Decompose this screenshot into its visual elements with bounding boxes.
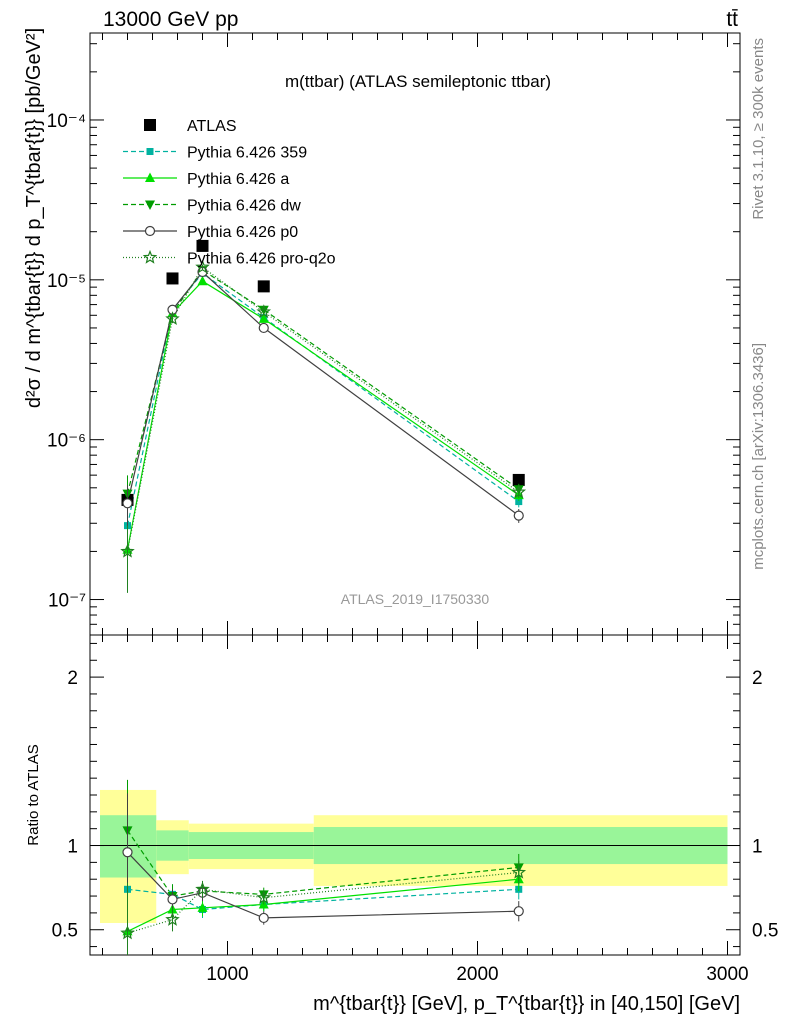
legend-label-pdw: Pythia 6.426 dw — [187, 198, 301, 215]
ratio-point-pq2o — [165, 911, 180, 926]
data-point-pq2o — [120, 543, 135, 558]
ratio-point-pq2o — [120, 925, 135, 940]
legend-label-pq2o: Pythia 6.426 pro-q2o — [187, 251, 336, 268]
main-y-axis-label: d²σ / d m^{tbar{t}} d p_T^{tbar{t}} [pb/… — [23, 28, 45, 408]
ratio-point-pp0 — [167, 894, 178, 905]
rivet-version-text: Rivet 3.1.10, ≥ 300k events — [750, 38, 767, 220]
legend-label-p359: Pythia 6.426 359 — [187, 145, 307, 162]
ratio-y-axis-label: Ratio to ATLAS — [25, 744, 42, 845]
series-line-pp0 — [126, 271, 520, 517]
x-tick-label: 3000 — [706, 964, 748, 985]
legend-marker-atlas — [144, 119, 156, 131]
main-axis-ticks: 10⁻⁷ 10⁻⁶ 10⁻⁵ 10⁻⁴ — [47, 33, 740, 636]
plot-title: m(ttbar) (ATLAS semileptonic ttbar) — [285, 72, 551, 91]
data-point-pq2o — [511, 484, 527, 499]
legend-label-pa: Pythia 6.426 a — [187, 171, 289, 188]
ratio-stat-band-0 — [100, 815, 157, 878]
legend-marker-pa — [145, 172, 155, 182]
ratio-y-tick-label-right: 2 — [752, 668, 763, 689]
data-point-atlas — [196, 239, 209, 252]
ratio-line-p359 — [127, 888, 519, 911]
data-point-pq2o — [256, 304, 272, 319]
legend-marker-pp0 — [144, 225, 156, 237]
ratio-point-pa — [197, 902, 208, 912]
ratio-y-tick-label-right: 1 — [752, 837, 763, 858]
ratio-y-tick-label-left: 0.5 — [52, 921, 78, 942]
x-tick-label: 2000 — [456, 964, 498, 985]
ratio-line-pdw — [127, 830, 519, 897]
data-point-p359 — [515, 498, 523, 506]
analysis-label: ATLAS_2019_I1750330 — [341, 591, 490, 607]
ratio-y-tick-label-left: 2 — [67, 668, 78, 689]
energy-label: 13000 GeV pp — [103, 8, 238, 31]
series-line-pa — [126, 280, 520, 550]
main-y-tick-label: 10⁻⁵ — [47, 271, 86, 292]
data-point-atlas — [512, 473, 525, 486]
ratio-point-pq2o — [256, 890, 272, 904]
data-point-pp0 — [122, 498, 133, 509]
ratio-point-pq2o — [511, 864, 527, 879]
legend-marker-pdw — [145, 200, 155, 210]
main-y-tick-label: 10⁻⁶ — [47, 431, 86, 452]
legend-label-pp0: Pythia 6.426 p0 — [187, 224, 298, 241]
data-point-pp0 — [258, 322, 269, 334]
data-point-pa — [258, 313, 269, 323]
data-point-pq2o — [165, 311, 180, 326]
legend-marker-pq2o — [142, 249, 158, 264]
ratio-y-tick-label-left: 1 — [67, 837, 78, 858]
legend-label-atlas: ATLAS — [187, 118, 237, 135]
ratio-panel-frame — [89, 634, 741, 956]
x-tick-label: 1000 — [206, 964, 248, 985]
process-label: tt̄ — [726, 8, 738, 31]
ratio-uncertainty-bands — [90, 789, 740, 923]
main-y-tick-label: 10⁻⁷ — [48, 591, 86, 612]
ratio-axis-ticks: 1000 2000 3000 0.5 0.5 1 1 2 2 — [52, 635, 778, 985]
legend: ATLAS Pythia 6.426 359 Pythia 6.426 a Pythi… — [123, 118, 336, 268]
series-line-p359 — [126, 272, 520, 526]
ratio-point-pp0 — [258, 912, 269, 924]
ratio-point-pp0 — [513, 906, 524, 917]
data-point-pq2o — [195, 259, 210, 274]
series-line-pq2o — [126, 266, 520, 552]
series-line-pdw — [126, 269, 520, 494]
data-point-atlas — [166, 272, 179, 285]
data-point-pp0 — [513, 510, 524, 521]
main-y-tick-label: 10⁻⁴ — [47, 111, 86, 132]
data-point-pa — [197, 275, 208, 286]
ratio-data-series — [120, 779, 527, 955]
data-point-atlas — [257, 280, 270, 293]
x-axis-label: m^{tbar{t}} [GeV], p_T^{tbar{t}} in [40,… — [313, 993, 740, 1015]
legend-marker-p359 — [146, 148, 154, 155]
main-data-series — [120, 239, 527, 593]
source-reference-text: mcplots.cern.ch [arXiv:1306.3436] — [750, 343, 767, 570]
ratio-y-tick-label-right: 0.5 — [752, 921, 778, 942]
ratio-point-pq2o — [195, 881, 210, 896]
ratio-point-pp0 — [122, 847, 133, 858]
